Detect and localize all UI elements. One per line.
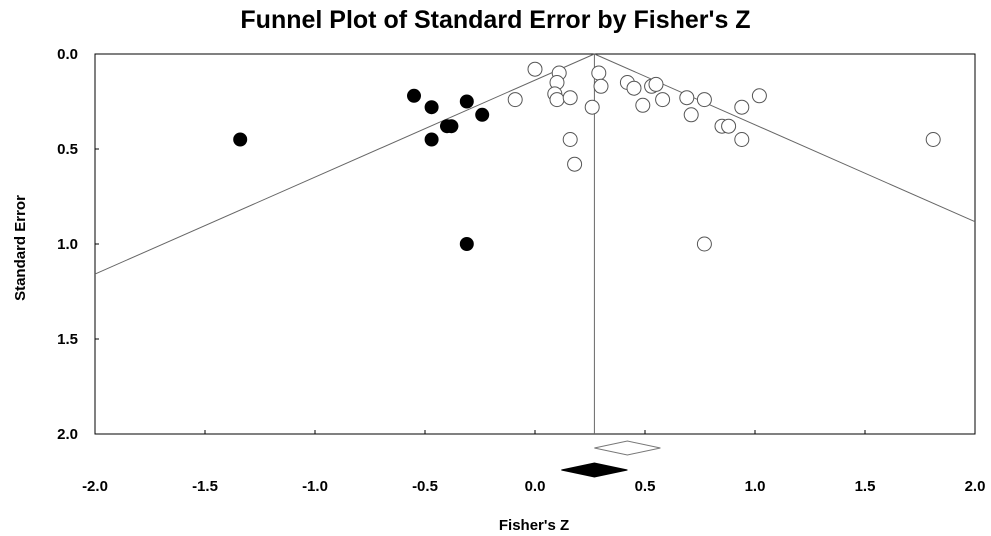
adjusted-summary-diamond [561,462,628,478]
x-tick-label: 0.0 [525,478,546,495]
x-axis-title: Fisher's Z [499,517,569,534]
y-tick-label: 2.0 [57,426,78,443]
imputed-study-point [407,88,421,103]
observed-study-point [593,78,609,94]
funnel-left-line [94,53,595,275]
x-tick-label: -1.0 [302,478,328,495]
chart-title: Funnel Plot of Standard Error by Fisher'… [240,6,751,34]
observed-study-point [562,90,578,106]
observed-study-point [683,107,699,123]
x-tick-label: -1.5 [192,478,218,495]
observed-study-point [527,61,543,77]
y-tick-label: 1.5 [57,331,78,348]
observed-study-point [626,80,642,96]
x-tick-label: -2.0 [82,478,108,495]
plot-frame [94,53,976,435]
observed-study-point [562,132,578,147]
x-tick-label: 1.5 [855,478,876,495]
imputed-study-point [444,119,459,134]
imputed-study-point [459,237,474,251]
y-tick-label: 1.0 [57,236,78,253]
observed-study-point [591,65,607,81]
x-tick-label: 1.0 [745,478,766,495]
summary-diamonds [561,440,661,478]
y-axis-title: Standard Error [12,195,29,301]
x-tick-label: -0.5 [412,478,438,495]
observed-study-point [507,92,523,108]
observed-study-point [721,118,737,134]
observed-study-point [751,88,767,104]
data-points [233,61,941,252]
observed-study-point [584,99,600,115]
imputed-study-point [475,107,490,122]
y-tick-label: 0.5 [57,141,78,158]
observed-study-point [696,92,712,108]
observed-study-point [655,92,671,108]
observed-study-point [567,156,583,172]
imputed-study-point [424,132,439,147]
observed-study-point [696,236,712,252]
observed-study-point [925,132,941,147]
observed-study-point [734,99,750,115]
observed-study-point [635,97,651,113]
x-axis: -2.0 -1.5 -1.0 -0.5 0.0 0.5 1.0 1.5 2.0 [82,430,985,495]
imputed-study-point [459,94,474,109]
y-tick-label: 0.0 [57,46,78,63]
imputed-study-point [233,132,248,147]
funnel-lines [94,53,976,434]
observed-study-point [648,76,664,92]
observed-summary-diamond [594,440,661,456]
observed-study-point [549,92,565,108]
x-tick-label: 2.0 [965,478,986,495]
observed-study-point [734,132,750,147]
y-axis: 0.0 0.5 1.0 1.5 2.0 [57,46,99,443]
x-tick-label: 0.5 [635,478,656,495]
imputed-study-point [424,100,439,115]
observed-study-point [679,90,695,106]
